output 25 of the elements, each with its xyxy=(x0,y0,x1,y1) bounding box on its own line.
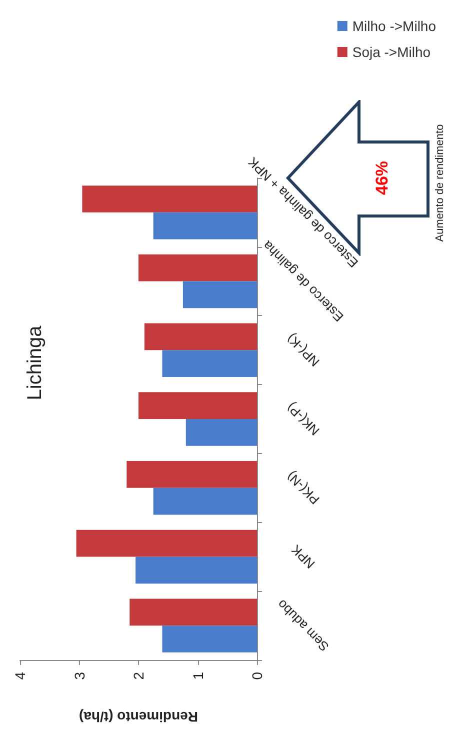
bar xyxy=(186,419,257,446)
x-tick-label: 1 xyxy=(190,672,206,680)
bar xyxy=(162,350,257,377)
bar xyxy=(162,626,257,652)
bar xyxy=(76,530,257,557)
bar xyxy=(144,323,257,350)
x-tick-label: 4 xyxy=(12,672,28,680)
x-tick-label: 3 xyxy=(71,672,88,680)
x-axis-title: Rendimento (t/ha) xyxy=(79,709,198,725)
bar xyxy=(153,212,257,240)
bar xyxy=(138,254,257,282)
bar xyxy=(130,598,257,626)
legend-label: Milho ->Milho xyxy=(352,18,436,34)
bar xyxy=(153,488,257,515)
bar xyxy=(82,186,257,212)
text: Lichinga xyxy=(24,324,46,400)
legend-label: Soja ->Milho xyxy=(352,44,431,60)
x-tick-label: 0 xyxy=(249,672,265,680)
bar xyxy=(136,556,257,584)
bar xyxy=(126,461,257,488)
text: Aumento de rendimento xyxy=(434,124,446,242)
text: 46% xyxy=(372,160,392,196)
bar xyxy=(182,281,257,308)
x-tick-label: 2 xyxy=(130,672,146,680)
bar xyxy=(138,392,257,419)
